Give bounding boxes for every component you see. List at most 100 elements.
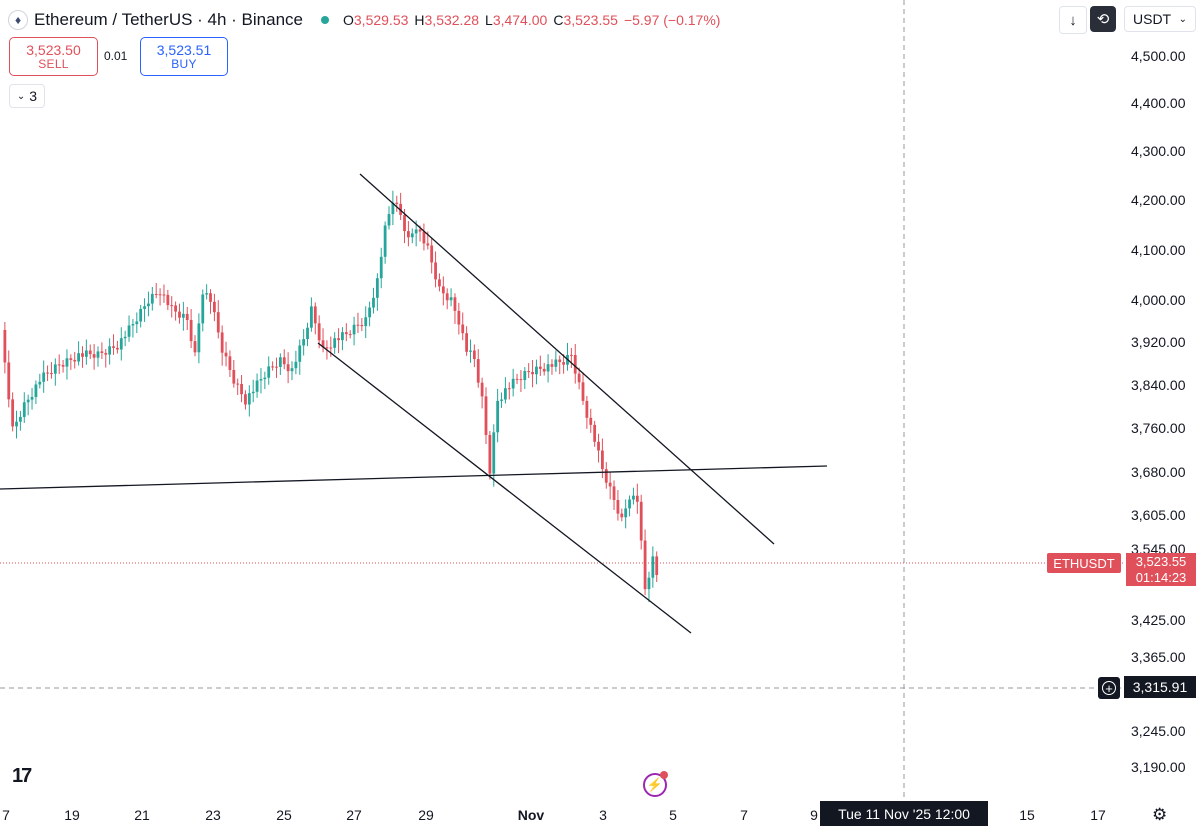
- candle-body: [515, 378, 519, 380]
- candle-body: [57, 364, 61, 366]
- candle-body: [519, 379, 523, 381]
- candle-body: [554, 359, 558, 367]
- candle-body: [306, 327, 309, 340]
- candle-body: [469, 350, 472, 352]
- candle-body: [500, 399, 503, 401]
- ohlc-values: O3,529.53 H3,532.28 L3,474.00 C3,523.55 …: [343, 12, 721, 28]
- time-tick: 27: [346, 807, 362, 823]
- candle-body: [562, 362, 565, 365]
- candle-body: [310, 306, 313, 328]
- candle-body: [108, 346, 112, 355]
- price-tick: 4,100.00: [1131, 242, 1186, 258]
- candle-body: [348, 334, 352, 336]
- candle-body: [484, 396, 488, 435]
- arrow-down-icon[interactable]: ↓: [1059, 6, 1087, 34]
- candle-body: [480, 382, 484, 397]
- candle-body: [236, 383, 240, 385]
- currency-select[interactable]: USDT ⌄: [1124, 6, 1196, 32]
- time-tick: 9: [810, 807, 818, 823]
- candle-body: [422, 231, 426, 244]
- lightning-icon[interactable]: ⚡: [643, 773, 667, 797]
- candle-body: [430, 245, 434, 263]
- candle-body: [216, 312, 220, 333]
- price-tick: 3,680.00: [1131, 464, 1186, 480]
- upper-channel-trendline[interactable]: [359, 173, 775, 545]
- candle-body: [333, 338, 337, 348]
- support-trendline[interactable]: [0, 465, 828, 490]
- candle-body: [100, 351, 104, 353]
- price-tick: 3,605.00: [1131, 507, 1186, 523]
- candle-body: [407, 231, 410, 238]
- last-price-value: 3,523.55: [1135, 553, 1187, 569]
- candle-body: [488, 435, 492, 474]
- lower-channel-trendline[interactable]: [317, 342, 692, 634]
- price-tick: 4,200.00: [1131, 192, 1186, 208]
- notification-dot: [660, 771, 668, 779]
- candle-body: [573, 355, 577, 374]
- chevron-down-icon: ⌄: [1178, 13, 1187, 25]
- crosshair-price-label: 3,315.91: [1124, 676, 1196, 698]
- candle-body: [244, 394, 247, 405]
- candle-series: [3, 190, 659, 603]
- candle-body: [61, 365, 65, 367]
- candle-body: [504, 388, 507, 400]
- time-tick: 25: [276, 807, 292, 823]
- candle-body: [65, 358, 69, 367]
- symbol-price-label: ETHUSDT: [1047, 553, 1121, 573]
- candle-body: [42, 372, 46, 382]
- candle-body: [597, 441, 600, 451]
- time-tick: 23: [205, 807, 221, 823]
- candle-body: [298, 345, 302, 362]
- candle-body: [368, 307, 371, 318]
- candle-body: [496, 400, 500, 433]
- price-tick: 4,400.00: [1131, 95, 1186, 111]
- candle-body: [139, 308, 143, 322]
- candle-body: [453, 297, 457, 311]
- time-tick: 19: [64, 807, 80, 823]
- candle-body: [449, 297, 453, 301]
- candle-body: [3, 330, 7, 363]
- candle-body: [271, 366, 274, 368]
- candle-body: [22, 402, 26, 417]
- candle-body: [181, 313, 185, 318]
- symbol-title[interactable]: Ethereum / TetherUS · 4h · Binance: [34, 10, 303, 29]
- candle-body: [7, 362, 11, 400]
- candle-body: [372, 297, 375, 308]
- add-alert-button[interactable]: +: [1098, 677, 1120, 699]
- gear-icon[interactable]: ⚙: [1152, 805, 1168, 824]
- candle-body: [119, 338, 123, 350]
- candle-body: [46, 372, 49, 374]
- time-tick: 15: [1019, 807, 1035, 823]
- candle-body: [50, 373, 53, 375]
- candle-body: [170, 305, 174, 307]
- currency-label: USDT: [1133, 11, 1172, 27]
- candle-body: [391, 202, 395, 215]
- candle-body: [38, 381, 42, 385]
- indicators-toggle-button[interactable]: ⌄ 3: [9, 84, 45, 108]
- candle-body: [593, 424, 597, 442]
- tradingview-logo-icon[interactable]: 17: [12, 765, 32, 787]
- candle-body: [84, 350, 88, 357]
- candle-body: [585, 400, 589, 418]
- candle-body: [461, 324, 465, 334]
- candle-body: [232, 370, 236, 384]
- candle-body: [127, 325, 131, 337]
- sell-button[interactable]: 3,523.50 SELL: [9, 37, 98, 76]
- candle-body: [387, 214, 391, 226]
- candle-body: [88, 350, 92, 355]
- candle-body: [558, 359, 562, 363]
- candle-body: [135, 321, 139, 325]
- candle-body: [550, 364, 554, 367]
- replay-icon[interactable]: ⟲: [1090, 6, 1116, 32]
- candle-body: [635, 495, 639, 502]
- candle-body: [379, 256, 383, 279]
- price-tick: 3,425.00: [1131, 612, 1186, 628]
- time-tick: 17: [1090, 807, 1106, 823]
- candle-body: [472, 350, 476, 360]
- candle-body: [476, 359, 480, 383]
- candle-body: [403, 215, 406, 232]
- ethereum-icon: ♦: [8, 10, 28, 30]
- candle-body: [535, 366, 538, 375]
- buy-button[interactable]: 3,523.51 BUY: [140, 37, 228, 76]
